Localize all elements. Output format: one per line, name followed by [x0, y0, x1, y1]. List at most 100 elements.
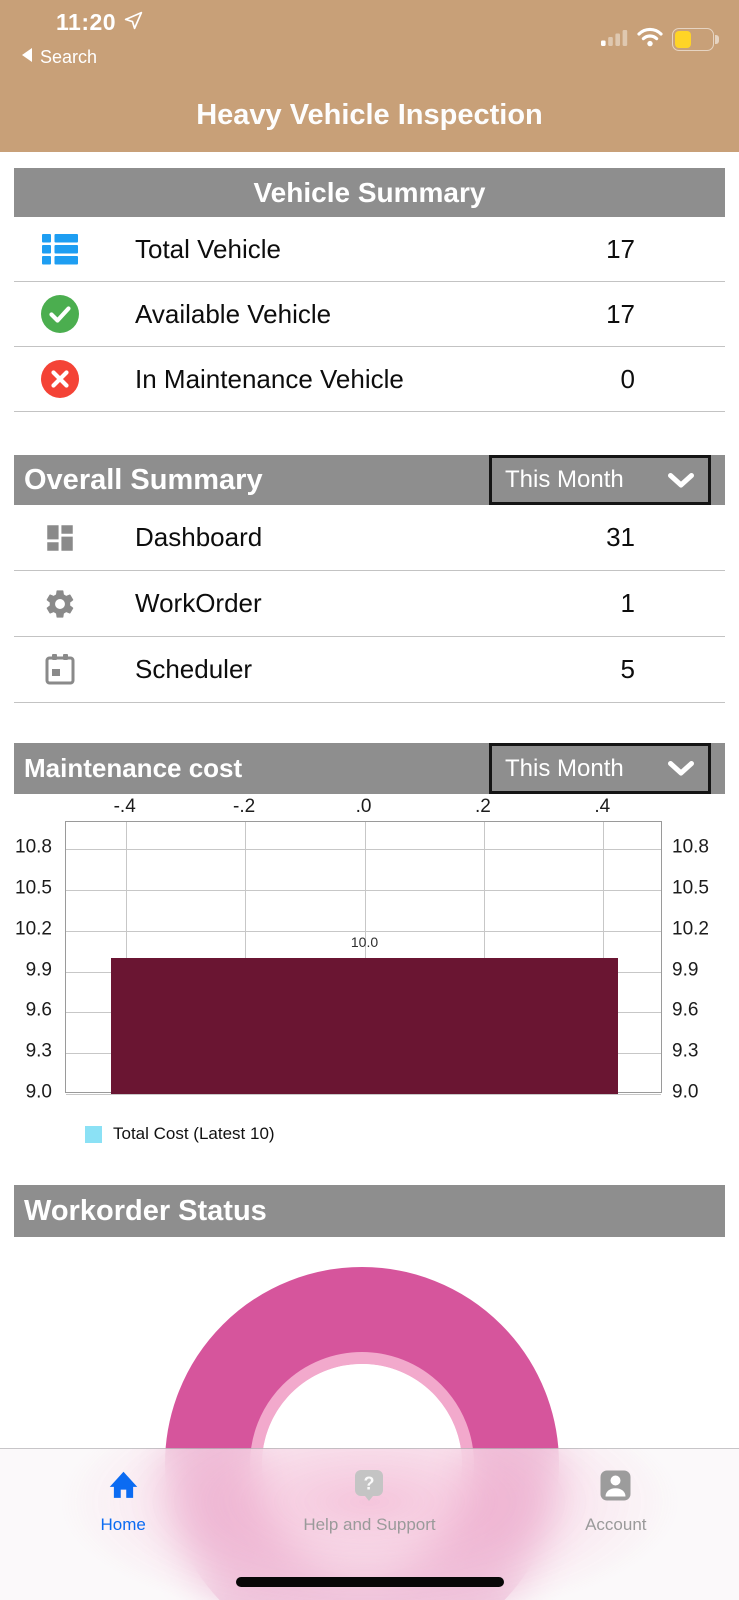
chart-legend: Total Cost (Latest 10): [85, 1124, 275, 1144]
y-tick-label-left: 9.0: [25, 1081, 52, 1103]
battery-icon: [672, 28, 719, 51]
x-circle-icon: [40, 360, 80, 398]
tab-bar: Home ? Help and Support Account: [0, 1448, 739, 1600]
x-tick-label: .2: [474, 796, 491, 817]
y-tick-label-left: 9.3: [25, 1040, 52, 1062]
overall-summary-period-dropdown[interactable]: This Month: [489, 455, 711, 505]
row-value: 31: [606, 522, 635, 552]
y-tick-label-right: 9.6: [672, 999, 699, 1021]
x-tick-label: .0: [355, 796, 372, 817]
app-header: 11:20 Search: [0, 0, 739, 152]
legend-swatch: [85, 1125, 102, 1143]
calendar-icon: [40, 653, 80, 686]
y-tick-label-left: 10.2: [15, 918, 52, 940]
overall-summary-header: Overall Summary This Month: [14, 455, 725, 505]
question-bubble-icon: ?: [354, 1469, 384, 1502]
y-tick-label-left: 10.5: [15, 877, 52, 899]
chart-bar: [110, 958, 619, 1094]
x-tick-label: -.4: [113, 796, 136, 817]
status-time: 11:20: [56, 9, 144, 36]
y-tick-label-right: 9.0: [672, 1081, 699, 1103]
chevron-down-icon: [667, 743, 695, 794]
back-to-search-link[interactable]: Search: [20, 47, 97, 68]
row-value: 17: [606, 233, 635, 264]
maintenance-cost-chart: -.4 -.2 .0 .2 .4 10.0 10.8 10.5 10.2 9.9 9.6 9.3 9…: [0, 794, 739, 1185]
person-badge-icon: [600, 1469, 631, 1502]
legend-label: Total Cost (Latest 10): [113, 1124, 275, 1143]
x-tick-label: .4: [594, 796, 611, 817]
gridline-horizontal: [66, 930, 661, 932]
y-tick-label-right: 10.8: [672, 836, 709, 858]
list-item: Dashboard 31: [14, 505, 725, 571]
row-label: Dashboard: [135, 522, 263, 552]
gridline-horizontal: [66, 890, 661, 891]
workorder-status-header: Workorder Status: [14, 1185, 725, 1237]
row-label: WorkOrder: [135, 588, 262, 618]
clock-text: 11:20: [56, 9, 117, 35]
tab-label: Help and Support: [303, 1515, 436, 1534]
wifi-icon: [637, 27, 663, 52]
y-tick-label-right: 10.5: [672, 877, 709, 899]
row-value: 17: [606, 298, 635, 329]
tab-home[interactable]: Home: [0, 1449, 246, 1600]
status-icons: [601, 27, 719, 52]
maintenance-cost-title: Maintenance cost: [24, 753, 243, 783]
list-item: In Maintenance Vehicle 0: [14, 347, 725, 412]
overall-summary-title: Overall Summary: [24, 464, 263, 496]
row-value: 5: [620, 654, 635, 684]
check-circle-icon: [40, 295, 80, 333]
y-tick-label-right: 10.2: [672, 918, 709, 940]
svg-text:?: ?: [364, 1474, 375, 1494]
row-label: Scheduler: [135, 654, 253, 684]
back-triangle-icon: [20, 47, 33, 68]
list-item: WorkOrder 1: [14, 571, 725, 637]
maintenance-ylabels-left: 10.8 10.5 10.2 9.9 9.6 9.3 9.0: [0, 821, 58, 1103]
dropdown-value: This Month: [505, 466, 624, 493]
list-icon: [40, 233, 80, 265]
row-label: Total Vehicle: [135, 233, 281, 264]
cellular-signal-icon: [601, 28, 628, 51]
gridline-horizontal: [66, 849, 661, 851]
location-arrow-icon: [123, 10, 144, 36]
dashboard-icon: [40, 521, 80, 555]
row-value: 0: [620, 363, 635, 394]
home-indicator[interactable]: [235, 1577, 504, 1587]
gridline-vertical: [125, 822, 127, 1092]
row-value: 1: [620, 588, 635, 618]
row-label: In Maintenance Vehicle: [135, 363, 404, 394]
vehicle-summary-list: Total Vehicle 17 Available Vehicle 17: [14, 217, 725, 412]
chevron-down-icon: [667, 455, 695, 505]
page-title: Heavy Vehicle Inspection: [196, 99, 543, 131]
maintenance-cost-period-dropdown[interactable]: This Month: [489, 743, 711, 794]
tab-help-and-support[interactable]: ? Help and Support: [246, 1449, 492, 1600]
maintenance-plot: 10.0: [65, 821, 662, 1095]
list-item: Available Vehicle 17: [14, 282, 725, 347]
overall-summary-list: Dashboard 31 WorkOrder 1: [14, 505, 725, 703]
bar-data-label: 10.0: [350, 934, 379, 950]
maintenance-xlabels: -.4 -.2 .0 .2 .4: [65, 796, 662, 818]
dropdown-value: This Month: [505, 754, 624, 782]
tab-label: Home: [100, 1515, 146, 1534]
list-item: Scheduler 5: [14, 637, 725, 703]
y-tick-label-right: 9.3: [672, 1040, 699, 1062]
gridline-vertical: [603, 822, 605, 1092]
maintenance-ylabels-right: 10.8 10.5 10.2 9.9 9.6 9.3 9.0: [668, 821, 726, 1103]
tab-account[interactable]: Account: [493, 1449, 739, 1600]
y-tick-label-right: 9.9: [672, 959, 699, 981]
y-tick-label-left: 9.6: [25, 999, 52, 1021]
back-label: Search: [40, 47, 98, 67]
vehicle-summary-header: Vehicle Summary: [14, 168, 725, 217]
gridline-vertical: [364, 822, 366, 1092]
x-tick-label: -.2: [233, 796, 256, 817]
tab-label: Account: [585, 1515, 647, 1534]
list-item: Total Vehicle 17: [14, 217, 725, 282]
main-content: Vehicle Summary Total Vehicle 17: [0, 152, 739, 1600]
y-tick-label-left: 9.9: [25, 959, 52, 981]
y-tick-label-left: 10.8: [15, 836, 52, 858]
gridline-vertical: [483, 822, 485, 1092]
gridline-vertical: [245, 822, 247, 1092]
maintenance-cost-header: Maintenance cost This Month: [14, 743, 725, 794]
row-label: Available Vehicle: [135, 298, 332, 329]
gridline-horizontal: [66, 1094, 661, 1095]
gear-icon: [40, 587, 80, 621]
